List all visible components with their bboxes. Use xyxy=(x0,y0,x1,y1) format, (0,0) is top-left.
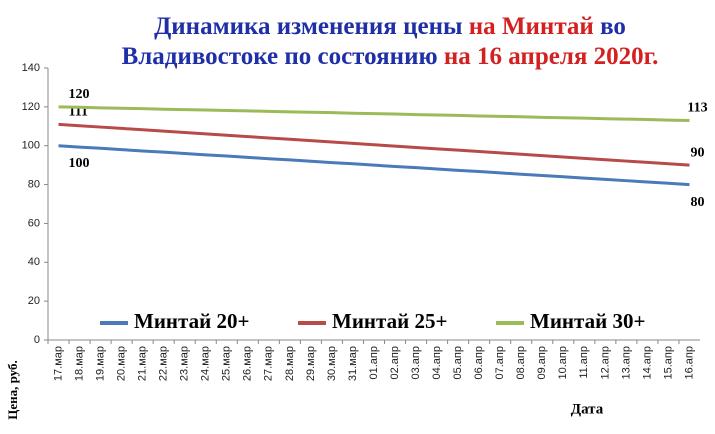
y-tick-label: 40 xyxy=(28,256,40,268)
x-tick-label: 12.апр xyxy=(599,346,611,379)
x-tick-label: 07.апр xyxy=(494,346,506,379)
y-tick-label: 140 xyxy=(22,62,40,74)
x-tick-label: 05.апр xyxy=(452,346,464,379)
x-axis-label: Дата xyxy=(571,401,604,417)
x-tick-label: 29.мар xyxy=(305,346,317,381)
title-part: Динамика изменения цены xyxy=(154,13,462,40)
x-tick-label: 01.апр xyxy=(368,346,380,379)
x-tick-label: 18.мар xyxy=(73,346,85,381)
x-tick-label: 08.апр xyxy=(515,346,527,379)
x-tick-label: 10.апр xyxy=(557,346,569,379)
data-label: 90 xyxy=(690,145,704,160)
title-part: на Минтай xyxy=(469,13,594,40)
y-tick-label: 60 xyxy=(28,217,40,229)
x-tick-label: 31.мар xyxy=(347,346,359,381)
x-tick-label: 19.мар xyxy=(94,346,106,381)
chart-title: Динамика изменения цены на Минтай во xyxy=(154,13,626,40)
x-tick-label: 24.мар xyxy=(200,346,212,381)
x-tick-label: 09.апр xyxy=(536,346,548,379)
x-tick-label: 28.мар xyxy=(284,346,296,381)
x-tick-label: 22.мар xyxy=(158,346,170,381)
x-tick-label: 04.апр xyxy=(431,346,443,379)
legend-label: Минтай 20+ xyxy=(134,309,249,333)
y-tick-label: 100 xyxy=(22,140,40,152)
title-part: Владивостоке по состоянию xyxy=(122,43,438,70)
x-tick-label: 23.мар xyxy=(179,346,191,381)
legend-label: Минтай 25+ xyxy=(332,309,447,333)
data-label: 120 xyxy=(69,87,90,102)
data-label: 80 xyxy=(690,195,704,210)
x-tick-label: 13.апр xyxy=(620,346,632,379)
x-tick-label: 03.апр xyxy=(410,346,422,379)
x-tick-label: 02.апр xyxy=(389,346,401,379)
y-tick-label: 20 xyxy=(28,295,40,307)
x-tick-label: 15.апр xyxy=(662,346,674,379)
legend-label: Минтай 30+ xyxy=(530,309,645,333)
x-tick-label: 21.мар xyxy=(137,346,149,381)
x-tick-label: 20.мар xyxy=(116,346,128,381)
series-line xyxy=(58,122,690,167)
y-axis-label: Цена, руб. xyxy=(5,360,20,420)
title-part: на 16 апреля 2020г. xyxy=(444,43,659,70)
x-tick-label: 30.мар xyxy=(326,346,338,381)
x-tick-label: 14.апр xyxy=(641,346,653,379)
x-tick-label: 11.апр xyxy=(578,346,590,379)
y-tick-label: 0 xyxy=(34,334,40,346)
series-line xyxy=(58,144,690,187)
y-tick-label: 120 xyxy=(22,101,40,113)
x-tick-label: 17.мар xyxy=(52,346,64,381)
chart-title: Владивостоке по состоянию на 16 апреля 2… xyxy=(122,43,659,70)
data-label: 100 xyxy=(69,156,90,171)
y-tick-label: 80 xyxy=(28,178,40,190)
title-part: во xyxy=(600,13,626,40)
x-tick-label: 26.мар xyxy=(242,346,254,381)
series-line xyxy=(58,105,690,122)
x-tick-label: 27.мар xyxy=(263,346,275,381)
x-tick-label: 06.апр xyxy=(473,346,485,379)
data-label: 113 xyxy=(687,101,707,116)
x-tick-label: 25.мар xyxy=(221,346,233,381)
x-tick-label: 16.апр xyxy=(683,346,695,379)
